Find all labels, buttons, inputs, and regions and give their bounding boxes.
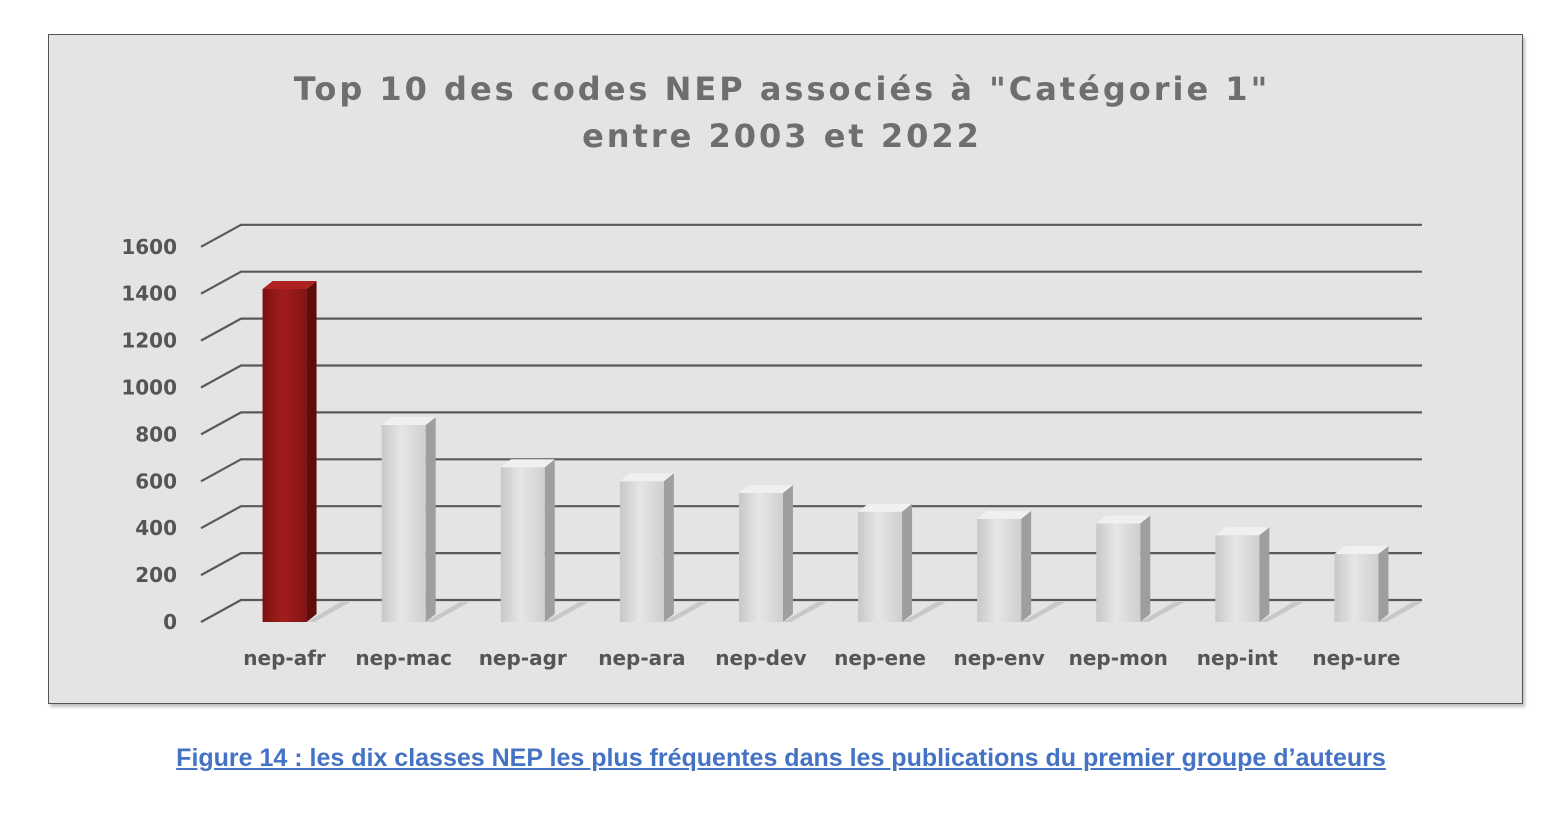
x-category-label: nep-ure xyxy=(1312,646,1400,670)
y-tick-label: 600 xyxy=(135,469,177,493)
bar-top xyxy=(858,503,913,512)
bar-front xyxy=(858,511,903,622)
bar-side xyxy=(1378,545,1389,622)
bar-top xyxy=(619,473,674,482)
y-tick-label: 0 xyxy=(163,610,177,634)
chart-title-line-2: entre 2003 et 2022 xyxy=(582,117,982,155)
bar-front xyxy=(619,481,664,622)
bar-front xyxy=(1215,535,1260,622)
bar-front xyxy=(381,425,426,622)
bar-shadow xyxy=(425,602,470,622)
bar-nep-ara xyxy=(619,473,674,622)
x-category-label: nep-int xyxy=(1197,646,1279,670)
bar-top xyxy=(381,417,436,426)
bar-top xyxy=(1334,545,1389,554)
bar-shadow xyxy=(902,602,947,622)
bar-shadow xyxy=(663,602,708,622)
bar-side xyxy=(1140,515,1151,622)
x-category-label: nep-ara xyxy=(598,646,685,670)
bar-nep-afr xyxy=(262,281,317,622)
bar-top xyxy=(500,459,555,468)
bar-shadow xyxy=(1140,602,1185,622)
bar-side xyxy=(544,459,555,622)
gridline xyxy=(200,458,1422,483)
gridline xyxy=(200,364,1422,389)
bar-nep-ure xyxy=(1334,545,1389,622)
bar-top xyxy=(738,485,793,494)
bar-top xyxy=(1215,527,1270,536)
y-tick-label: 200 xyxy=(135,563,177,587)
bar-side xyxy=(782,485,793,622)
y-tick-label: 1400 xyxy=(121,282,177,306)
bar-side xyxy=(1021,510,1032,622)
bar-side xyxy=(1259,527,1270,622)
x-category-label: nep-env xyxy=(954,646,1045,670)
bar-nep-agr xyxy=(500,459,555,622)
x-category-label: nep-agr xyxy=(479,646,567,670)
bar-nep-int xyxy=(1215,527,1270,622)
bar-side xyxy=(663,473,674,622)
bar-front xyxy=(977,518,1022,622)
bar-nep-mon xyxy=(1096,515,1151,622)
y-tick-label: 400 xyxy=(135,516,177,540)
bars xyxy=(262,281,1389,622)
x-category-label: nep-mon xyxy=(1069,646,1168,670)
gridlines xyxy=(200,223,1422,623)
y-tick-label: 1000 xyxy=(121,376,177,400)
gridline xyxy=(200,317,1422,342)
bar-top xyxy=(977,510,1032,519)
bar-shadow xyxy=(1021,602,1066,622)
bar-chart: Top 10 des codes NEP associés à "Catégor… xyxy=(121,70,1423,670)
chart-frame: Top 10 des codes NEP associés à "Catégor… xyxy=(48,34,1523,704)
bar-nep-mac xyxy=(381,417,436,622)
bar-side xyxy=(425,417,436,622)
bar-nep-env xyxy=(977,510,1032,622)
figure-caption[interactable]: Figure 14 : les dix classes NEP les plus… xyxy=(176,744,1386,772)
bar-top xyxy=(262,281,317,290)
gridline xyxy=(200,223,1422,248)
x-category-label: nep-ene xyxy=(834,646,926,670)
bar-shadow xyxy=(1378,602,1423,622)
chart-title-line-1: Top 10 des codes NEP associés à "Catégor… xyxy=(294,70,1270,108)
bar-shadow xyxy=(782,602,827,622)
bar-front xyxy=(738,493,783,622)
bar-nep-dev xyxy=(738,485,793,622)
bar-shadow xyxy=(306,602,351,622)
x-category-label: nep-mac xyxy=(355,646,452,670)
y-tick-label: 800 xyxy=(135,422,177,446)
bar-shadow xyxy=(544,602,589,622)
x-category-label: nep-dev xyxy=(715,646,806,670)
bar-front xyxy=(500,467,545,622)
bar-front xyxy=(1334,553,1379,622)
gridline xyxy=(200,411,1422,436)
gridline xyxy=(200,270,1422,295)
bar-side xyxy=(306,281,317,622)
bar-shadows xyxy=(306,602,1423,622)
bar-top xyxy=(1096,515,1151,524)
bar-front xyxy=(1096,523,1141,622)
gridline xyxy=(200,505,1422,530)
x-category-label: nep-afr xyxy=(243,646,326,670)
y-tick-label: 1200 xyxy=(121,329,177,353)
bar-nep-ene xyxy=(858,503,913,622)
bar-shadow xyxy=(1259,602,1304,622)
y-axis-ticks: 0 200 400 600 800 1000 1200 1400 1600 xyxy=(121,235,177,634)
bar-side xyxy=(902,503,913,622)
y-tick-label: 1600 xyxy=(121,235,177,259)
x-axis-categories: nep-afr nep-mac nep-agr nep-ara nep-dev nep-e… xyxy=(243,646,1400,670)
bar-front xyxy=(262,289,307,622)
